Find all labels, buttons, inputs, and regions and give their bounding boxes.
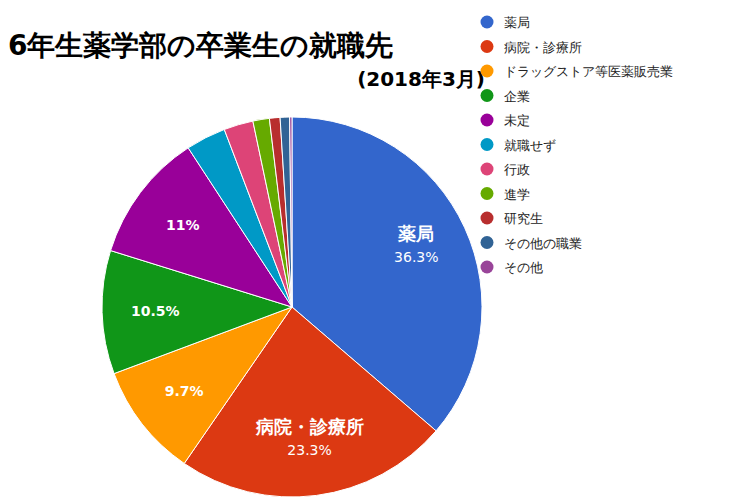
legend-label: 就職せず xyxy=(504,138,556,153)
legend-label: 進学 xyxy=(504,187,530,202)
legend-label: 薬局 xyxy=(504,15,530,30)
data-label: 36.3% xyxy=(394,249,438,265)
subtitle: (2018年3月) xyxy=(357,67,485,91)
data-label: 10.5% xyxy=(131,303,180,319)
legend-label: 行政 xyxy=(504,162,530,177)
slice xyxy=(269,117,292,307)
legend-marker xyxy=(481,236,494,249)
legend-label: その他 xyxy=(504,260,543,275)
legend-label: その他の職業 xyxy=(504,236,582,251)
slice xyxy=(290,117,292,307)
legend-marker xyxy=(481,163,494,176)
legend-marker xyxy=(481,212,494,225)
data-label: 9.7% xyxy=(165,383,204,399)
legend-label: 企業 xyxy=(504,89,530,104)
legend-marker xyxy=(481,114,494,127)
slice-name: 病院・診療所 xyxy=(255,416,364,437)
legend-marker xyxy=(481,89,494,102)
slice-labels: 薬局 36.3% 病院・診療所 23.3% 9.7% 10.5% 11% xyxy=(131,217,439,458)
legend-marker xyxy=(481,16,494,29)
title: 6年生薬学部の卒業生の就職先 xyxy=(8,29,393,62)
legend-label: 病院・診療所 xyxy=(504,40,582,55)
legend-label: ドラッグストア等医薬販売業 xyxy=(504,64,673,79)
pie xyxy=(102,117,482,497)
legend-marker xyxy=(481,65,494,78)
data-label: 11% xyxy=(166,217,200,233)
legend-marker xyxy=(481,187,494,200)
legend-marker xyxy=(481,138,494,151)
legend-marker xyxy=(481,40,494,53)
legend-label: 未定 xyxy=(504,113,530,128)
legend-marker xyxy=(481,261,494,274)
legend-label: 研究生 xyxy=(504,211,543,226)
legend: 薬局病院・診療所ドラッグストア等医薬販売業企業未定就職せず行政進学研究生その他の… xyxy=(481,15,674,275)
chart: 6年生薬学部の卒業生の就職先 (2018年3月) 薬局 36.3% 病院・診療所 23.3… xyxy=(0,0,750,500)
slice-name: 薬局 xyxy=(397,223,434,244)
slice xyxy=(280,117,292,307)
data-label: 23.3% xyxy=(287,442,331,458)
